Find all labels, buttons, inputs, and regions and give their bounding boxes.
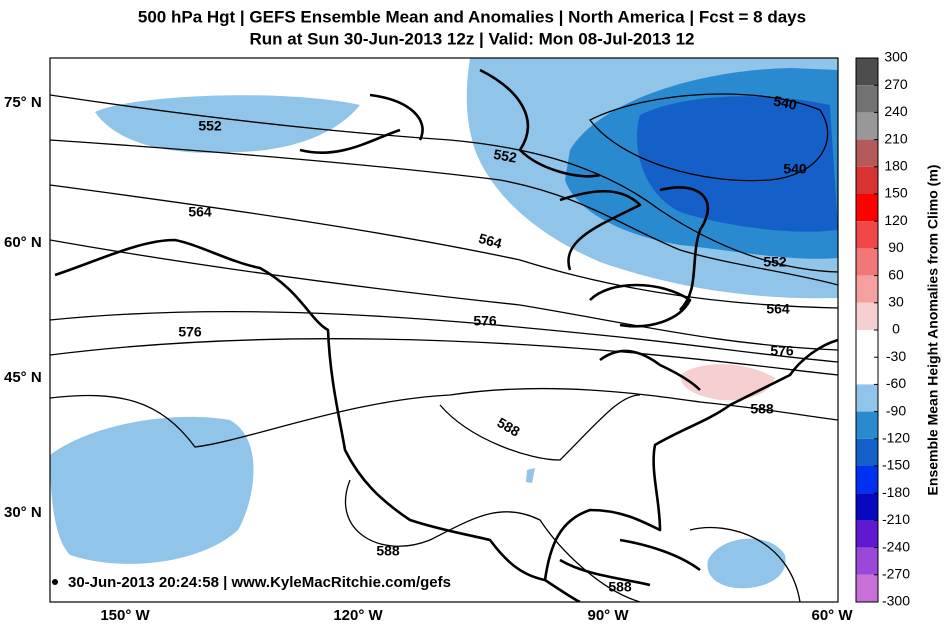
colorbar-tick-label: 60 bbox=[888, 266, 904, 282]
contour bbox=[50, 337, 838, 376]
colorbar-tick-label: -270 bbox=[882, 566, 910, 582]
map: 30-Jun-2013 20:24:58 | www.KyleMacRitchi… bbox=[49, 57, 839, 603]
colorbar-tick-label: -180 bbox=[882, 484, 910, 500]
coastline bbox=[589, 283, 701, 391]
title: 500 hPa Hgt | GEFS Ensemble Mean and Ano… bbox=[138, 7, 806, 26]
anomaly bbox=[50, 416, 254, 564]
colorbar-box bbox=[856, 493, 878, 521]
contour-label: 540 bbox=[783, 161, 807, 177]
colorbar-tick-label: -90 bbox=[886, 402, 906, 418]
contour bbox=[50, 239, 838, 351]
colorbar-tick-label: 180 bbox=[884, 158, 908, 174]
contour bbox=[50, 94, 838, 273]
contour-label: 588 bbox=[608, 579, 632, 595]
anomaly bbox=[636, 96, 838, 232]
colorbar-box bbox=[856, 139, 878, 167]
contour bbox=[344, 479, 641, 602]
contour bbox=[50, 387, 838, 448]
anomaly bbox=[680, 364, 775, 401]
colorbar-box bbox=[856, 547, 878, 575]
colorbar-box bbox=[856, 166, 878, 194]
colorbar-box bbox=[856, 194, 878, 222]
lat-label: 75° N bbox=[4, 94, 42, 111]
contour-label: 576 bbox=[473, 313, 497, 329]
lon-label: 90° W bbox=[587, 607, 629, 624]
colorbar: Ensemble Mean Height Anomalies from Clim… bbox=[855, 49, 941, 609]
contour-label: 564 bbox=[766, 301, 790, 317]
colorbar-tick-label: -150 bbox=[882, 457, 910, 473]
lon-label: 60° W bbox=[811, 607, 853, 624]
anomaly bbox=[526, 468, 535, 483]
colorbar-tick-label: 0 bbox=[892, 321, 900, 337]
contour bbox=[589, 93, 829, 182]
coastline bbox=[559, 538, 701, 587]
colorbar-box bbox=[856, 302, 878, 330]
coastline bbox=[543, 338, 838, 581]
colorbar-tick-label: -120 bbox=[882, 430, 910, 446]
contour-label: 564 bbox=[477, 230, 504, 252]
contour-label: 576 bbox=[770, 343, 794, 359]
colorbar-box bbox=[856, 330, 878, 358]
colorbar-tick-label: -60 bbox=[886, 375, 906, 391]
colorbar-tick-label: 240 bbox=[884, 103, 908, 119]
contour-label: 588 bbox=[750, 401, 774, 417]
colorbar-tick-label: 30 bbox=[888, 294, 904, 310]
contour-label: 588 bbox=[495, 414, 523, 440]
colorbar-tick-label: -300 bbox=[882, 593, 910, 609]
colorbar-tick-label: 150 bbox=[884, 185, 908, 201]
map-frame bbox=[49, 57, 839, 603]
colorbar-tick-label: 120 bbox=[884, 212, 908, 228]
subtitle: Run at Sun 30-Jun-2013 12z | Valid: Mon … bbox=[249, 29, 694, 48]
contour-label: 552 bbox=[198, 118, 222, 134]
contour bbox=[689, 526, 801, 602]
contour-label: 564 bbox=[188, 204, 212, 220]
coastline bbox=[299, 68, 710, 311]
lon-label: 120° W bbox=[333, 607, 383, 624]
contour bbox=[50, 139, 838, 286]
lat-label: 60° N bbox=[4, 234, 42, 251]
colorbar-box bbox=[856, 85, 878, 113]
colorbar-box bbox=[856, 466, 878, 494]
colorbar-tick-label: -210 bbox=[882, 511, 910, 527]
dot bbox=[52, 579, 58, 585]
colorbar-box bbox=[856, 357, 878, 385]
colorbar-tick-label: 270 bbox=[884, 76, 908, 92]
contour-label: 552 bbox=[492, 146, 518, 166]
lat-label: 30° N bbox=[4, 504, 42, 521]
anomaly bbox=[707, 538, 786, 589]
contour bbox=[50, 184, 838, 309]
contour-label: 588 bbox=[376, 543, 400, 559]
footer: 30-Jun-2013 20:24:58 | www.KyleMacRitchi… bbox=[68, 574, 451, 591]
colorbar-box bbox=[856, 248, 878, 276]
contour-label: 552 bbox=[763, 254, 787, 270]
colorbar-box bbox=[856, 275, 878, 303]
colorbar-box bbox=[856, 411, 878, 439]
coastline bbox=[54, 238, 581, 602]
colorbar-tick-label: -30 bbox=[886, 348, 906, 364]
colorbar-box bbox=[856, 221, 878, 249]
contour-label: 540 bbox=[772, 92, 798, 113]
contour bbox=[439, 394, 641, 461]
colorbar-box bbox=[856, 112, 878, 140]
anomaly bbox=[95, 95, 360, 153]
lon-label: 150° W bbox=[100, 607, 150, 624]
lat-label: 45° N bbox=[4, 369, 42, 386]
colorbar-box bbox=[856, 574, 878, 602]
colorbar-label: Ensemble Mean Height Anomalies from Clim… bbox=[925, 165, 941, 496]
colorbar-box bbox=[856, 438, 878, 466]
colorbar-box bbox=[856, 520, 878, 548]
colorbar-tick-label: -240 bbox=[882, 538, 910, 554]
colorbar-tick-label: 90 bbox=[888, 239, 904, 255]
colorbar-tick-label: 210 bbox=[884, 130, 908, 146]
colorbar-tick-label: 300 bbox=[884, 49, 908, 65]
colorbar-box bbox=[856, 58, 878, 86]
colorbar-box bbox=[856, 384, 878, 412]
contour-label: 576 bbox=[178, 324, 202, 340]
contour bbox=[50, 310, 838, 363]
